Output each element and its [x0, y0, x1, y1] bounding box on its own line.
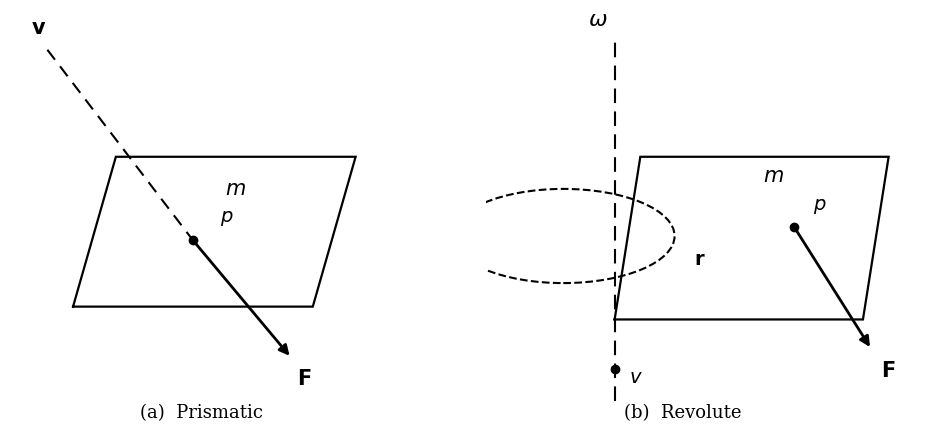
- Text: $v$: $v$: [629, 368, 643, 387]
- Text: $\omega$: $\omega$: [588, 10, 607, 30]
- Text: $\mathbf{F}$: $\mathbf{F}$: [297, 370, 312, 389]
- Text: $\mathbf{F}$: $\mathbf{F}$: [882, 361, 896, 381]
- Text: (b)  Revolute: (b) Revolute: [624, 404, 742, 422]
- Text: (a)  Prismatic: (a) Prismatic: [140, 404, 263, 422]
- Text: $p$: $p$: [813, 197, 826, 216]
- Text: $m$: $m$: [763, 166, 783, 186]
- Text: $m$: $m$: [226, 179, 246, 199]
- Text: $p$: $p$: [220, 210, 234, 229]
- Text: $\mathbf{r}$: $\mathbf{r}$: [695, 250, 706, 269]
- Text: $\mathbf{v}$: $\mathbf{v}$: [31, 19, 47, 38]
